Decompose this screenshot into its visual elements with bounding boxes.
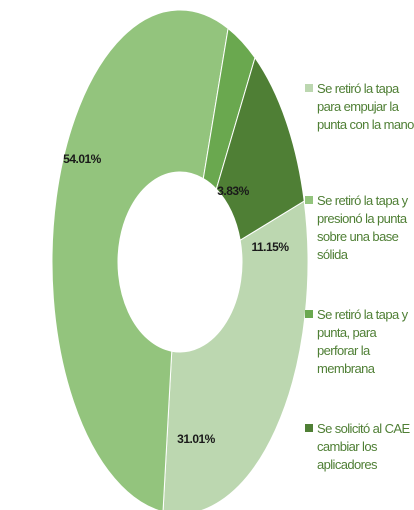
data-label: 31.01% [177,432,216,446]
legend-swatch [305,196,313,204]
donut-slice [215,56,305,242]
legend-label: Se retiró la tapa para empujar la punta … [317,81,414,132]
legend-label: Se retiró la tapa y presionó la punta so… [317,193,408,262]
donut-slice [51,9,229,510]
legend-item: Se solicitó al CAE cambiar los aplicador… [305,420,414,474]
legend-item: Se retiró la tapa y presionó la punta so… [305,192,414,264]
legend-label: Se retiró la tapa y punta, para perforar… [317,307,408,376]
legend-item: Se retiró la tapa y punta, para perforar… [305,306,414,378]
data-label: 54.01% [63,152,102,166]
legend-swatch [305,84,313,92]
legend-swatch [305,310,313,318]
legend-swatch [305,424,313,432]
data-label: 11.15% [251,240,289,254]
legend-item: Se retiró la tapa para empujar la punta … [305,80,414,134]
donut-slice [162,200,309,510]
data-label: 3.83% [217,184,249,198]
legend-label: Se solicitó al CAE cambiar los aplicador… [317,421,410,472]
